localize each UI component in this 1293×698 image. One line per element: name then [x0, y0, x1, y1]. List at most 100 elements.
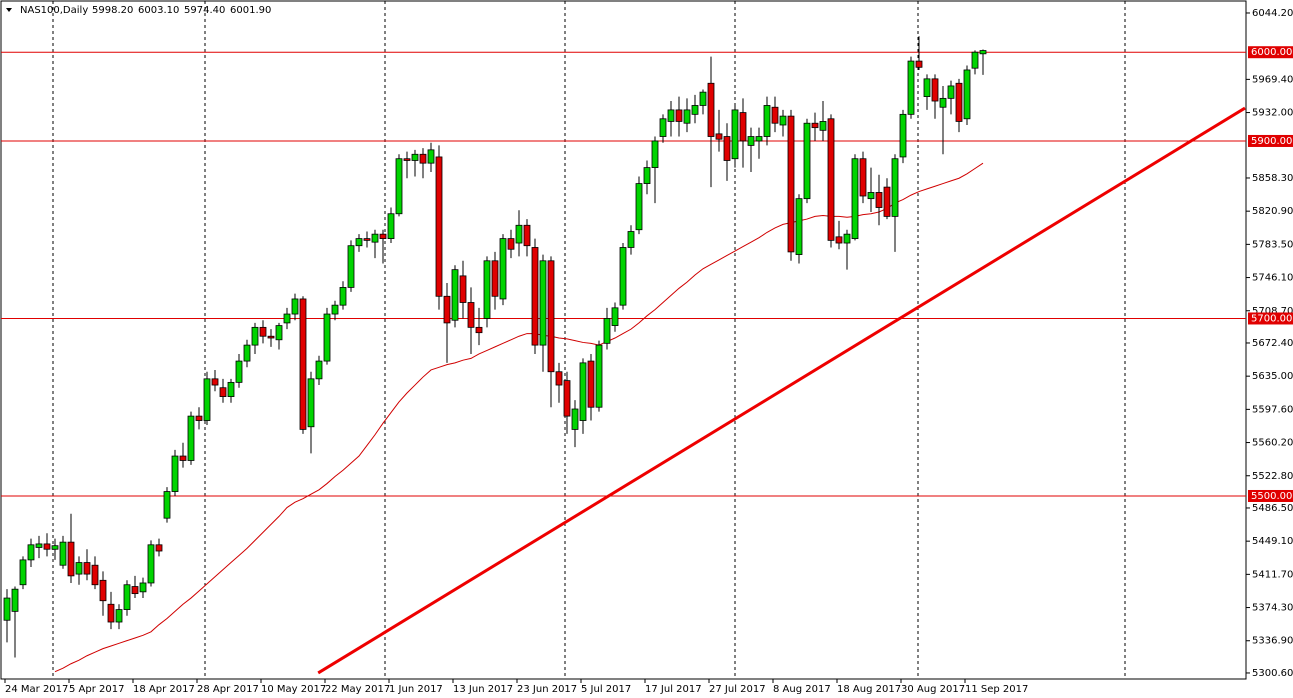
candle-body [859, 158, 867, 197]
y-tick-label: 5635.00 [1252, 371, 1293, 382]
candle-body [475, 326, 483, 334]
x-tick-label: 8 Aug 2017 [773, 684, 831, 695]
y-tick-label: 5449.10 [1252, 536, 1293, 547]
candle-body [507, 238, 515, 250]
candle-body [659, 118, 667, 137]
candle-body [163, 491, 171, 519]
candle-body [971, 51, 979, 69]
y-tick-label: 5932.00 [1252, 108, 1293, 119]
candle-body [27, 544, 35, 561]
candle-body [115, 609, 123, 623]
candle-body [395, 158, 403, 215]
candle-body [803, 122, 811, 200]
x-tick-label: 23 Jun 2017 [517, 684, 577, 695]
candle-body [323, 313, 331, 362]
header-value: 6001.90 [230, 5, 271, 16]
candle-body [411, 153, 419, 161]
menu-arrow [6, 8, 12, 12]
candle-body [139, 582, 147, 593]
level-label-box [1248, 46, 1293, 59]
candle-body [339, 287, 347, 306]
y-tick-label: 5560.20 [1252, 438, 1293, 449]
candle-body [787, 115, 795, 253]
candle-body [427, 149, 435, 164]
candle-body [979, 50, 987, 55]
trendline [317, 106, 1246, 675]
candle-body [611, 307, 619, 326]
y-tick-label: 5672.40 [1252, 338, 1293, 349]
level-label: 6000.00 [1251, 47, 1292, 58]
candle-body [627, 231, 635, 248]
candle-body [387, 213, 395, 239]
candle-body [211, 378, 219, 386]
level-label-box [1248, 489, 1293, 502]
candle-body [827, 118, 835, 241]
x-tick-label: 22 May 2017 [325, 684, 390, 695]
candle-body [187, 415, 195, 461]
candle-body [531, 247, 539, 346]
candle-body [675, 109, 683, 122]
plot-frame [0, 0, 1247, 680]
candle-body [867, 192, 875, 200]
candle-body [835, 236, 843, 244]
candle-body [35, 543, 43, 548]
candle-body [963, 69, 971, 120]
level-label-box [1248, 134, 1293, 147]
candle-body [171, 455, 179, 492]
candle-body [771, 106, 779, 124]
y-tick-label: 5411.70 [1252, 569, 1293, 580]
candle-body [99, 579, 107, 602]
candle-body [931, 78, 939, 102]
candle-body [259, 326, 267, 337]
y-tick-label: 5708.70 [1252, 306, 1293, 317]
candle-body [451, 269, 459, 321]
candle-body [667, 109, 675, 122]
candle-body [403, 158, 411, 161]
candle-body [811, 122, 819, 129]
candle-body [299, 298, 307, 430]
y-tick-label: 5969.40 [1252, 74, 1293, 85]
candle-body [379, 233, 387, 239]
candle-body [779, 115, 787, 126]
candle-body [555, 371, 563, 386]
x-tick-label: 30 Aug 2017 [901, 684, 965, 695]
candle-body [579, 362, 587, 421]
candle-body [3, 597, 11, 621]
y-tick-label: 5820.90 [1252, 206, 1293, 217]
candle-body [123, 584, 131, 610]
y-tick-label: 5746.10 [1252, 273, 1293, 284]
y-tick-label: 5597.60 [1252, 404, 1293, 415]
candle-body [219, 387, 227, 397]
candle-body [907, 60, 915, 115]
candle-body [851, 158, 859, 239]
candle-body [291, 298, 299, 315]
candle-body [243, 344, 251, 362]
candle-body [523, 224, 531, 247]
candle-body [371, 233, 379, 243]
candle-body [619, 247, 627, 306]
x-tick-label: 28 Apr 2017 [197, 684, 259, 695]
y-tick-label: 5522.80 [1252, 471, 1293, 482]
candle-body [331, 304, 339, 315]
level-label-box [1248, 312, 1293, 325]
month-separators [52, 1, 1126, 679]
x-tick-label: 10 May 2017 [261, 684, 326, 695]
candle-body [563, 380, 571, 417]
y-tick-label: 5300.60 [1252, 668, 1293, 679]
x-tick-label: 17 Jul 2017 [645, 684, 702, 695]
candle-body [19, 559, 27, 586]
candle-body [227, 381, 235, 397]
candle-body [419, 153, 427, 164]
candle-body [923, 78, 931, 97]
candle-body [763, 105, 771, 137]
candle-body [891, 158, 899, 217]
candle-body [147, 544, 155, 584]
candle-body [875, 192, 883, 208]
candle-body [283, 313, 291, 324]
candle-body [739, 112, 747, 142]
candle-body [731, 109, 739, 160]
candle-body [267, 335, 275, 339]
candle-body [915, 60, 923, 68]
x-tick-label: 5 Jul 2017 [581, 684, 631, 695]
